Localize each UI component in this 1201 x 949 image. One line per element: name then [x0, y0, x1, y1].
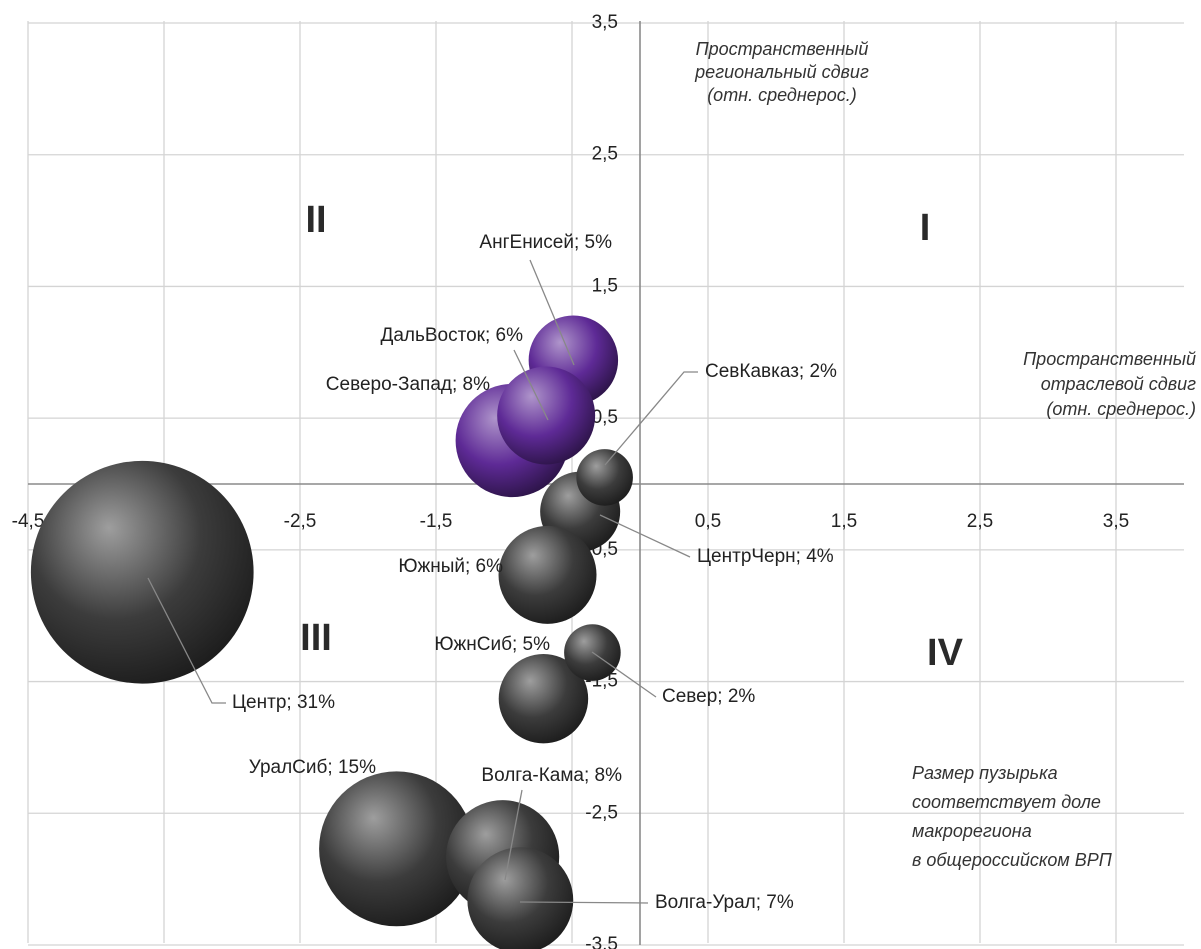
note: макрорегиона — [912, 821, 1032, 841]
x-tick-label: -1,5 — [420, 511, 453, 532]
y-axis-title: Пространственный — [696, 39, 869, 59]
data-label: Волга-Кама; 8% — [481, 765, 622, 786]
leader-line — [604, 371, 698, 466]
x-axis-title: (отн. среднерос.) — [1046, 399, 1196, 419]
x-tick-label: -2,5 — [284, 511, 317, 532]
leader-line — [599, 514, 691, 558]
data-label: УралСиб; 15% — [249, 757, 376, 778]
leader-line — [529, 259, 575, 366]
bubble — [576, 449, 633, 506]
y-tick-label: 0,5 — [592, 407, 618, 428]
y-axis-title: (отн. среднерос.) — [707, 85, 857, 105]
note: соответствует доле — [912, 792, 1101, 812]
leader-line — [519, 901, 649, 904]
x-tick-label: 2,5 — [967, 511, 993, 532]
bubble — [319, 771, 475, 927]
x-tick-label: 3,5 — [1103, 511, 1129, 532]
note: Размер пузырька — [912, 763, 1058, 783]
y-tick-label: -3,5 — [585, 934, 618, 949]
bubble — [467, 847, 574, 949]
bubble — [498, 525, 597, 624]
bubble — [30, 460, 254, 684]
data-label: СевКавказ; 2% — [705, 361, 837, 382]
quadrant-label: III — [300, 617, 332, 659]
x-tick-label: 1,5 — [831, 511, 857, 532]
y-axis-title: региональный сдвиг — [694, 62, 869, 82]
y-tick-label: 3,5 — [592, 12, 618, 33]
data-label: АнгЕнисей; 5% — [479, 232, 612, 253]
leader-line — [147, 577, 226, 704]
data-label: ЮжнСиб; 5% — [434, 634, 550, 655]
x-tick-label: 0,5 — [695, 511, 721, 532]
x-tick-label: -4,5 — [12, 511, 45, 532]
leader-line — [504, 789, 523, 881]
leader-line — [591, 651, 657, 698]
data-label: ЦентрЧерн; 4% — [697, 546, 834, 567]
data-label: Северо-Запад; 8% — [326, 374, 490, 395]
quadrant-label: IV — [927, 632, 964, 674]
quadrant-label: II — [305, 199, 326, 241]
bubble — [498, 653, 589, 744]
note: в общероссийском ВРП — [912, 850, 1113, 870]
data-label: Север; 2% — [662, 686, 755, 707]
y-tick-label: -2,5 — [585, 802, 618, 823]
x-axis-title: Пространственный — [1023, 349, 1196, 369]
x-axis-title: отраслевой сдвиг — [1041, 374, 1196, 394]
y-tick-label: 2,5 — [592, 144, 618, 165]
data-label: Южный; 6% — [398, 556, 503, 577]
data-label: Волга-Урал; 7% — [655, 892, 794, 913]
data-label: Центр; 31% — [232, 692, 335, 713]
quadrant-label: I — [920, 207, 931, 249]
leader-line — [513, 349, 549, 421]
y-tick-label: 1,5 — [592, 275, 618, 296]
data-label: ДальВосток; 6% — [380, 325, 523, 346]
